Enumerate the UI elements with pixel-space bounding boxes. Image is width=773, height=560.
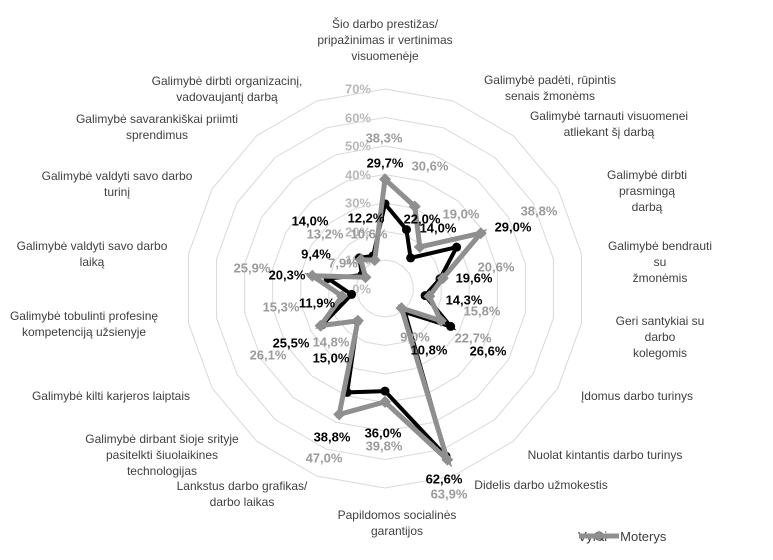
marker-vyrai: [406, 253, 416, 263]
marker-moterys: [435, 314, 447, 327]
marker-vyrai: [380, 386, 390, 396]
marker-moterys: [408, 200, 421, 213]
marker-moterys: [379, 395, 391, 408]
marker-moterys: [441, 453, 454, 466]
legend-label-moterys: Moterys: [620, 529, 667, 544]
marker-vyrai: [347, 289, 357, 299]
legend: Vyrai Moterys: [578, 529, 666, 544]
grid-ring-50: [244, 145, 526, 432]
marker-moterys: [423, 290, 436, 303]
legend-item-moterys: Moterys: [579, 529, 667, 544]
marker-vyrai: [452, 242, 462, 252]
marker-moterys: [436, 272, 449, 285]
grid-ring-60: [216, 116, 554, 461]
marker-vyrai: [446, 321, 456, 331]
marker-moterys: [351, 314, 364, 327]
grid-ring-30: [300, 202, 470, 375]
grid-ring-70: [188, 88, 582, 489]
marker-moterys: [359, 271, 372, 284]
marker-moterys: [395, 302, 408, 315]
marker-moterys: [354, 253, 367, 266]
marker-moterys: [306, 269, 319, 282]
grid-ring-20: [328, 230, 442, 347]
marker-vyrai: [401, 225, 411, 235]
marker-moterys: [413, 241, 426, 253]
marker-moterys: [333, 408, 346, 421]
marker-moterys: [368, 254, 381, 267]
legend-swatch-marker: [593, 530, 605, 542]
legend-line-marker-moterys: [579, 530, 619, 542]
marker-moterys: [314, 319, 327, 332]
marker-moterys: [474, 227, 487, 240]
marker-moterys: [336, 290, 349, 303]
marker-moterys: [379, 173, 391, 186]
